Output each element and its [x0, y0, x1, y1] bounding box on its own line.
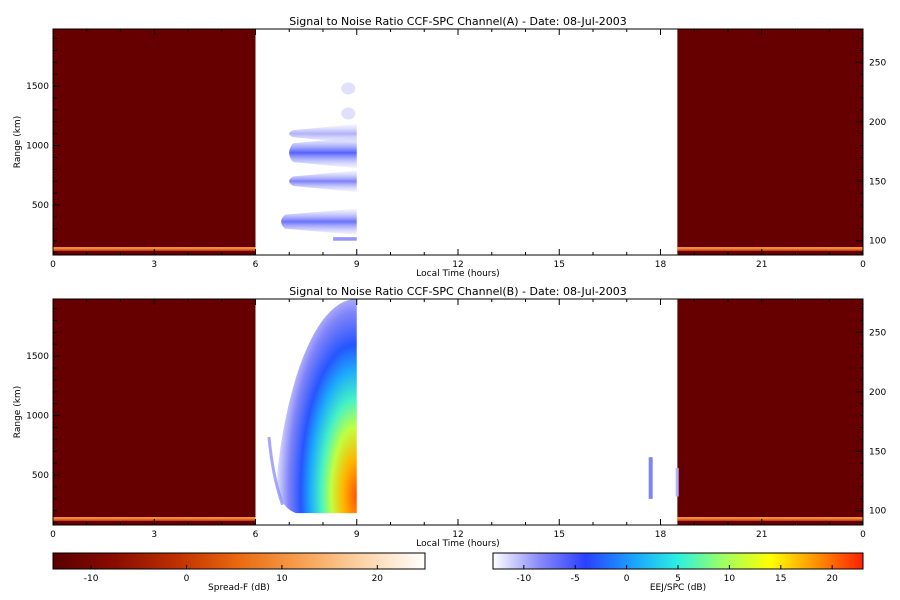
- panel-a-ylabel: Range (km): [13, 116, 23, 168]
- colorbars: -10 0 10 20 Spread-F (dB) -10 -5 0 5 10 15 20 EEJ…: [52, 552, 864, 593]
- colorbar-tick-label-0-0: -10: [84, 574, 99, 584]
- panel-a-title: Signal to Noise Ratio CCF-SPC Channel(A)…: [289, 15, 627, 28]
- ground-clutter-band-a-0: [53, 247, 256, 250]
- y-tick-label-a-1: 1000: [26, 142, 49, 152]
- panel-b-ylabel: Range (km): [13, 386, 23, 438]
- x-tick-label-b-1: 3: [151, 530, 157, 540]
- y-tick-label-b-2: 1500: [26, 352, 49, 362]
- panel-b-plot-area: [53, 299, 863, 525]
- ground-clutter-band-b-0: [53, 517, 256, 520]
- spread-f-region-b-0: [53, 299, 256, 525]
- colorbar-tick-label-1-3: 5: [675, 574, 681, 584]
- spread-f-colorbar-ticks: -10 0 10 20: [84, 565, 384, 584]
- echo-wisp-b: [267, 436, 284, 506]
- colorbar-tick-label-1-6: 20: [826, 574, 838, 584]
- panel-a-axes: 0 3 6 9 12 15 18 21 0 500 1000 1500 100 150 200 250: [26, 29, 886, 270]
- panel-channel-b: Signal to Noise Ratio CCF-SPC Channel(B)…: [13, 285, 886, 549]
- x-tick-label-a-8: 0: [860, 260, 866, 270]
- x-tick-label-b-7: 21: [756, 530, 767, 540]
- colorbar-tick-label-0-2: 10: [276, 574, 288, 584]
- y-tick-label-a-2: 1500: [26, 82, 49, 92]
- echo-late-b-a: [648, 457, 653, 499]
- echo-patch-a-1: [341, 82, 356, 95]
- echo-patch-a-0: [341, 107, 356, 120]
- colorbar-tick-label-1-4: 10: [724, 574, 736, 584]
- y-right-tick-label-a-1: 150: [869, 177, 886, 187]
- y-tick-label-b-0: 500: [32, 471, 49, 481]
- colorbar-tick-label-1-2: 0: [624, 574, 630, 584]
- echo-layer-a-3: [289, 124, 357, 144]
- x-tick-label-b-6: 18: [655, 530, 667, 540]
- y-right-tick-label-a-0: 100: [869, 237, 886, 247]
- x-tick-label-b-3: 9: [354, 530, 360, 540]
- panel-a-plot-area: [53, 29, 863, 255]
- panel-channel-a: Signal to Noise Ratio CCF-SPC Channel(A)…: [13, 15, 886, 279]
- x-tick-label-a-7: 21: [756, 260, 767, 270]
- panel-b-axes: 0 3 6 9 12 15 18 21 0 500 1000 1500 100 150 200 250: [26, 299, 886, 540]
- colorbar-tick-label-1-5: 15: [775, 574, 786, 584]
- x-tick-label-b-5: 15: [554, 530, 565, 540]
- y-right-tick-label-b-2: 200: [869, 388, 886, 398]
- echo-layer-a-2: [281, 208, 357, 235]
- y-tick-label-b-1: 1000: [26, 412, 49, 422]
- ground-clutter-edge-b-1: [677, 519, 863, 521]
- panel-b-xlabel: Local Time (hours): [416, 539, 499, 549]
- spread-f-colorbar: [52, 552, 426, 570]
- colorbar-tick-label-0-3: 20: [372, 574, 384, 584]
- echo-plume-b: [277, 299, 357, 514]
- x-tick-label-a-6: 18: [655, 260, 667, 270]
- x-tick-label-a-0: 0: [50, 260, 56, 270]
- ground-clutter-edge-a-1: [677, 249, 863, 251]
- ground-clutter-band-a-1: [677, 247, 863, 250]
- y-right-tick-label-b-0: 100: [869, 507, 886, 517]
- eej-colorbar-ticks: -10 -5 0 5 10 15 20: [516, 565, 838, 584]
- eej-colorbar-label: EEJ/SPC (dB): [650, 583, 706, 593]
- echo-late-b-b: [675, 467, 679, 497]
- panel-a-xlabel: Local Time (hours): [416, 269, 499, 279]
- spread-f-region-a-0: [53, 29, 256, 255]
- echo-layer-a-0: [289, 137, 357, 169]
- x-tick-label-a-5: 15: [554, 260, 565, 270]
- x-tick-label-a-3: 9: [354, 260, 360, 270]
- x-tick-label-a-1: 3: [151, 260, 157, 270]
- spread-f-colorbar-label: Spread-F (dB): [208, 583, 270, 593]
- colorbar-tick-label-1-0: -10: [516, 574, 531, 584]
- y-tick-label-a-0: 500: [32, 201, 49, 211]
- x-tick-label-b-0: 0: [50, 530, 56, 540]
- echo-layer-a-1: [289, 170, 357, 192]
- x-tick-label-b-8: 0: [860, 530, 866, 540]
- y-right-tick-label-b-1: 150: [869, 447, 886, 457]
- x-tick-label-b-4: 12: [452, 530, 463, 540]
- spread-f-region-b-1: [677, 299, 863, 525]
- ground-clutter-band-b-1: [677, 517, 863, 520]
- colorbar-tick-label-0-1: 0: [184, 574, 190, 584]
- y-right-tick-label-b-3: 250: [869, 328, 886, 338]
- spread-f-region-a-1: [677, 29, 863, 255]
- y-right-tick-label-a-2: 200: [869, 118, 886, 128]
- panel-b-title: Signal to Noise Ratio CCF-SPC Channel(B)…: [289, 285, 627, 298]
- echo-base-a: [333, 237, 357, 241]
- x-tick-label-a-2: 6: [253, 260, 259, 270]
- x-tick-label-a-4: 12: [452, 260, 463, 270]
- y-right-tick-label-a-3: 250: [869, 58, 886, 68]
- colorbar-tick-label-1-1: -5: [571, 574, 580, 584]
- x-tick-label-b-2: 6: [253, 530, 259, 540]
